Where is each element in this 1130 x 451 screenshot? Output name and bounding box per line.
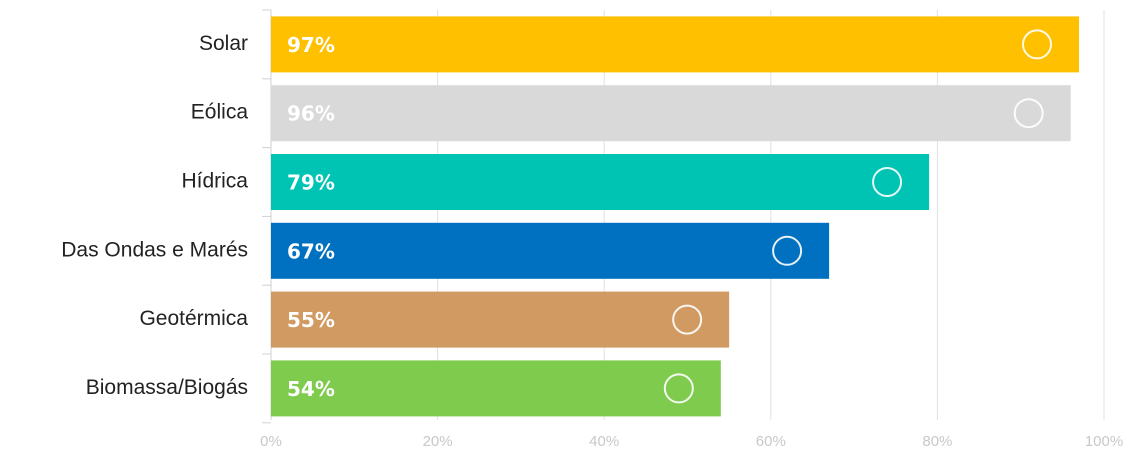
y-tick-label: Hídrica bbox=[181, 170, 248, 193]
x-tick-label: 100% bbox=[1085, 433, 1123, 450]
x-tick-label: 20% bbox=[423, 433, 453, 450]
y-tick-label: Eólica bbox=[191, 101, 249, 124]
y-tick-label: Das Ondas e Marés bbox=[61, 238, 248, 261]
bar-icon bbox=[772, 235, 803, 266]
value-label: 67% bbox=[287, 239, 335, 263]
value-label: 96% bbox=[287, 102, 335, 126]
bar bbox=[271, 154, 930, 210]
y-tick-label: Biomassa/Biogás bbox=[86, 376, 248, 399]
x-tick-label: 80% bbox=[922, 433, 952, 450]
bar-icon bbox=[1013, 98, 1044, 129]
x-tick-label: 40% bbox=[589, 433, 619, 450]
bar-icon bbox=[1022, 29, 1053, 60]
x-tick-label: 0% bbox=[260, 433, 282, 450]
bar bbox=[271, 85, 1071, 142]
x-tick-label: 60% bbox=[756, 433, 786, 450]
bar-icon bbox=[663, 373, 694, 404]
value-label: 97% bbox=[287, 33, 335, 57]
bar bbox=[271, 16, 1080, 73]
bar bbox=[271, 291, 730, 348]
value-label: 55% bbox=[287, 308, 335, 332]
y-tick-label: Geotérmica bbox=[139, 307, 248, 330]
y-tick-label: Solar bbox=[199, 32, 248, 55]
bar-icon bbox=[672, 304, 703, 335]
value-label: 79% bbox=[287, 171, 335, 195]
bar-icon bbox=[872, 167, 903, 197]
bar bbox=[271, 360, 721, 417]
value-label: 54% bbox=[287, 377, 335, 401]
bar bbox=[271, 222, 830, 279]
